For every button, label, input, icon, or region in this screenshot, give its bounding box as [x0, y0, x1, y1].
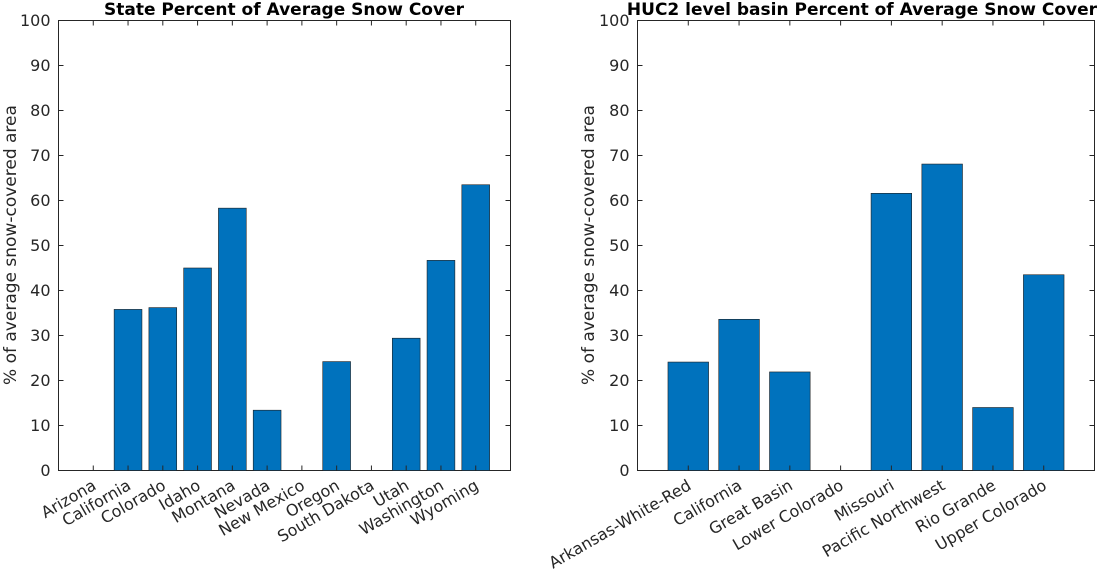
y-tick-label: 10 — [30, 416, 50, 435]
chart-title: HUC2 level basin Percent of Average Snow… — [627, 0, 1098, 20]
y-tick-label: 50 — [30, 236, 50, 255]
y-tick-label: 40 — [30, 281, 50, 300]
y-tick-label: 30 — [30, 326, 50, 345]
bar-wyoming — [461, 184, 490, 471]
y-axis-label: % of average snow-covered area — [1, 105, 21, 385]
chart-title: State Percent of Average Snow Cover — [104, 0, 465, 20]
y-axis-label: % of average snow-covered area — [579, 105, 599, 385]
y-tick-label: 90 — [609, 56, 629, 75]
bar-california — [718, 318, 760, 471]
y-ticks: 0 10 20 30 40 50 60 70 80 90 100 — [20, 11, 511, 480]
huc2-basin-chart: HUC2 level basin Percent of Average Snow… — [546, 0, 1098, 572]
bar-utah — [391, 337, 421, 471]
bar-washington — [426, 260, 456, 471]
y-tick-label: 50 — [609, 236, 629, 255]
bar-idaho — [183, 267, 212, 471]
y-tick-label: 100 — [599, 11, 630, 30]
y-tick-label: 90 — [30, 56, 50, 75]
y-tick-label: 30 — [609, 326, 629, 345]
bar-rio-grande — [972, 407, 1014, 471]
bar-colorado — [148, 307, 178, 471]
bar-missouri — [870, 193, 912, 471]
y-tick-label: 0 — [40, 461, 50, 480]
y-tick-label: 0 — [619, 461, 629, 480]
x-tick-label: Arkansas-White-Red — [546, 476, 695, 573]
y-tick-label: 70 — [30, 146, 50, 165]
bars — [667, 163, 1065, 471]
state-chart: State Percent of Average Snow Cover % of… — [1, 0, 511, 546]
y-tick-label: 70 — [609, 146, 629, 165]
bar-pacific-northwest — [921, 163, 963, 471]
bar-montana — [218, 207, 247, 471]
y-ticks: 0 10 20 30 40 50 60 70 80 90 100 — [599, 11, 1095, 480]
bar-upper-colorado — [1023, 274, 1065, 471]
bars — [113, 184, 490, 471]
bar-oregon — [322, 361, 351, 471]
y-tick-label: 80 — [30, 101, 50, 120]
y-tick-label: 20 — [30, 371, 50, 390]
bar-nevada — [252, 409, 282, 471]
y-tick-label: 40 — [609, 281, 629, 300]
bar-california — [113, 309, 143, 471]
y-tick-label: 60 — [609, 191, 629, 210]
bar-arkansas-white-red — [667, 361, 709, 471]
y-tick-label: 60 — [30, 191, 50, 210]
y-tick-label: 100 — [20, 11, 51, 30]
y-tick-label: 20 — [609, 371, 629, 390]
y-tick-label: 80 — [609, 101, 629, 120]
bar-great-basin — [769, 371, 811, 471]
y-tick-label: 10 — [609, 416, 629, 435]
